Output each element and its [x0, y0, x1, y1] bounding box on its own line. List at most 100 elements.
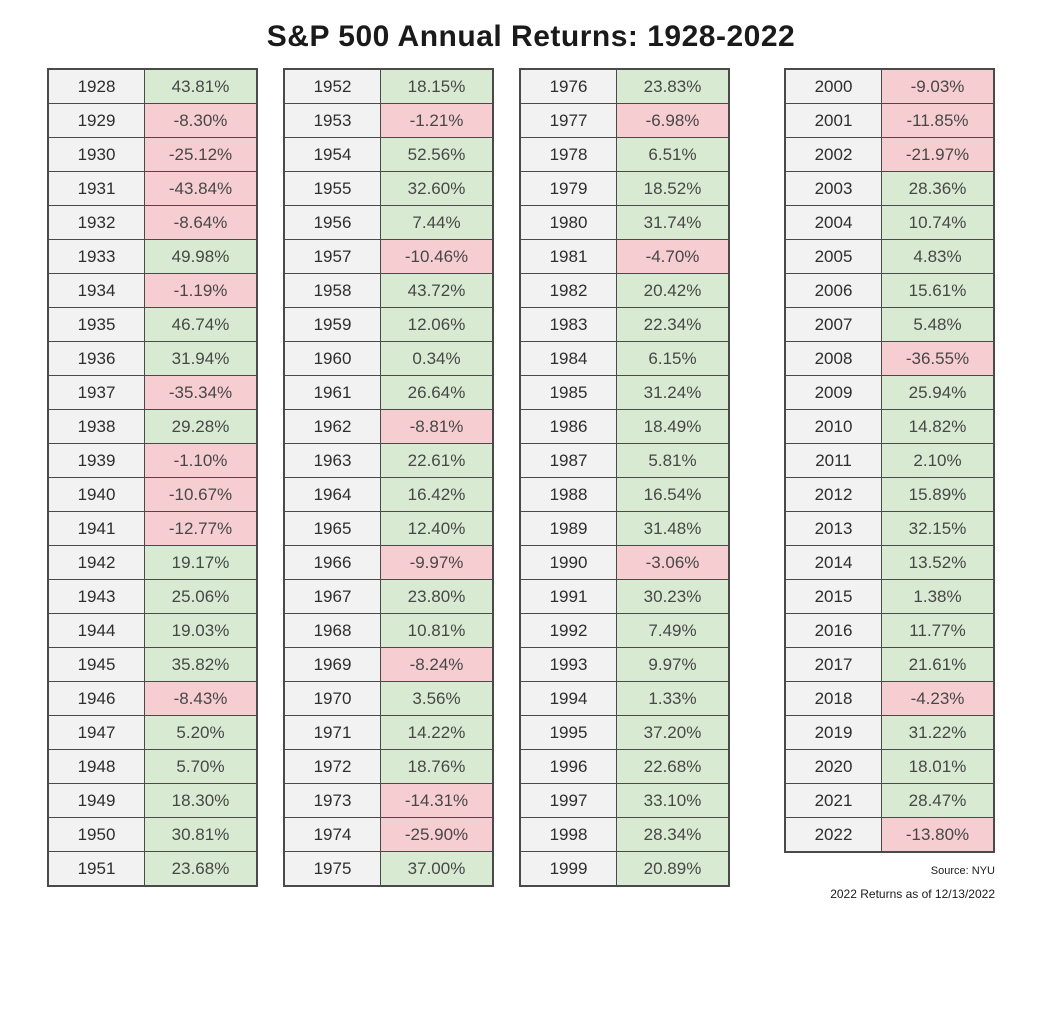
table-row: 1969 -8.24%	[283, 647, 494, 682]
table-row: 1946 -8.43%	[47, 681, 258, 716]
year-cell: 1928	[47, 68, 145, 104]
return-cell: 15.61%	[881, 273, 995, 308]
return-cell: 9.97%	[616, 647, 730, 682]
year-cell: 1978	[519, 137, 617, 172]
table-row: 1962 -8.81%	[283, 409, 494, 444]
year-cell: 2009	[784, 375, 882, 410]
return-cell: -8.43%	[144, 681, 258, 716]
table-row: 1967 23.80%	[283, 579, 494, 614]
return-cell: 12.06%	[380, 307, 494, 342]
source-label: Source: NYU	[930, 865, 995, 877]
year-cell: 1955	[283, 171, 381, 206]
table-row: 1971 14.22%	[283, 715, 494, 750]
returns-table-2000-2022: 2000 -9.03% 2001 -11.85% 2002 -21.97% 2003 28.3…	[784, 68, 995, 853]
table-row: 1930 -25.12%	[47, 137, 258, 172]
table-row: 1994 1.33%	[519, 681, 730, 716]
table-row: 1955 32.60%	[283, 171, 494, 206]
table-row: 1931 -43.84%	[47, 171, 258, 206]
table-row: 1941 -12.77%	[47, 511, 258, 546]
year-cell: 2021	[784, 783, 882, 818]
table-row: 1958 43.72%	[283, 273, 494, 308]
year-cell: 1972	[283, 749, 381, 784]
year-cell: 1958	[283, 273, 381, 308]
year-cell: 2008	[784, 341, 882, 376]
year-cell: 2022	[784, 817, 882, 853]
table-row: 1959 12.06%	[283, 307, 494, 342]
table-row: 1961 26.64%	[283, 375, 494, 410]
year-cell: 2020	[784, 749, 882, 784]
return-cell: -35.34%	[144, 375, 258, 410]
return-cell: 1.33%	[616, 681, 730, 716]
return-cell: 16.42%	[380, 477, 494, 512]
year-cell: 1945	[47, 647, 145, 682]
year-cell: 1941	[47, 511, 145, 546]
table-row: 2016 11.77%	[784, 613, 995, 648]
year-cell: 1966	[283, 545, 381, 580]
return-cell: 7.49%	[616, 613, 730, 648]
return-cell: 31.94%	[144, 341, 258, 376]
return-cell: 19.03%	[144, 613, 258, 648]
return-cell: 14.22%	[380, 715, 494, 750]
return-cell: 4.83%	[881, 239, 995, 274]
return-cell: -43.84%	[144, 171, 258, 206]
year-cell: 1947	[47, 715, 145, 750]
table-row: 1929 -8.30%	[47, 103, 258, 138]
page-title: S&P 500 Annual Returns: 1928-2022	[266, 20, 796, 53]
table-row: 1982 20.42%	[519, 273, 730, 308]
table-row: 1985 31.24%	[519, 375, 730, 410]
return-cell: -8.81%	[380, 409, 494, 444]
year-cell: 1944	[47, 613, 145, 648]
return-cell: -9.97%	[380, 545, 494, 580]
table-row: 2018 -4.23%	[784, 681, 995, 716]
table-row: 1956 7.44%	[283, 205, 494, 240]
return-cell: 43.81%	[144, 68, 258, 104]
table-row: 1949 18.30%	[47, 783, 258, 818]
year-cell: 2002	[784, 137, 882, 172]
year-cell: 1962	[283, 409, 381, 444]
return-cell: 20.89%	[616, 851, 730, 887]
return-cell: 10.81%	[380, 613, 494, 648]
column-group-4: 2000 -9.03% 2001 -11.85% 2002 -21.97% 2003 28.3…	[784, 68, 995, 901]
table-row: 1992 7.49%	[519, 613, 730, 648]
year-cell: 1933	[47, 239, 145, 274]
year-cell: 1938	[47, 409, 145, 444]
table-row: 1990 -3.06%	[519, 545, 730, 580]
return-cell: 1.38%	[881, 579, 995, 614]
return-cell: 12.40%	[380, 511, 494, 546]
year-cell: 2012	[784, 477, 882, 512]
table-row: 1963 22.61%	[283, 443, 494, 478]
year-cell: 1993	[519, 647, 617, 682]
table-row: 1960 0.34%	[283, 341, 494, 376]
return-cell: 46.74%	[144, 307, 258, 342]
table-row: 2015 1.38%	[784, 579, 995, 614]
table-row: 1937 -35.34%	[47, 375, 258, 410]
year-cell: 1985	[519, 375, 617, 410]
table-row: 1942 19.17%	[47, 545, 258, 580]
year-cell: 1939	[47, 443, 145, 478]
year-cell: 1983	[519, 307, 617, 342]
year-cell: 1995	[519, 715, 617, 750]
year-cell: 1999	[519, 851, 617, 887]
table-row: 1981 -4.70%	[519, 239, 730, 274]
year-cell: 1948	[47, 749, 145, 784]
return-cell: -36.55%	[881, 341, 995, 376]
return-cell: 7.44%	[380, 205, 494, 240]
year-cell: 1963	[283, 443, 381, 478]
year-cell: 1991	[519, 579, 617, 614]
year-cell: 2007	[784, 307, 882, 342]
table-row: 2008 -36.55%	[784, 341, 995, 376]
table-row: 1974 -25.90%	[283, 817, 494, 852]
year-cell: 1949	[47, 783, 145, 818]
year-cell: 1965	[283, 511, 381, 546]
table-row: 1978 6.51%	[519, 137, 730, 172]
table-row: 2000 -9.03%	[784, 68, 995, 104]
year-cell: 1940	[47, 477, 145, 512]
year-cell: 1953	[283, 103, 381, 138]
table-row: 2013 32.15%	[784, 511, 995, 546]
return-cell: 18.49%	[616, 409, 730, 444]
table-row: 2014 13.52%	[784, 545, 995, 580]
year-cell: 1929	[47, 103, 145, 138]
table-row: 1980 31.74%	[519, 205, 730, 240]
return-cell: 30.81%	[144, 817, 258, 852]
returns-tables-container: 1928 43.81% 1929 -8.30% 1930 -25.12% 1931 -43.8…	[47, 68, 1062, 901]
